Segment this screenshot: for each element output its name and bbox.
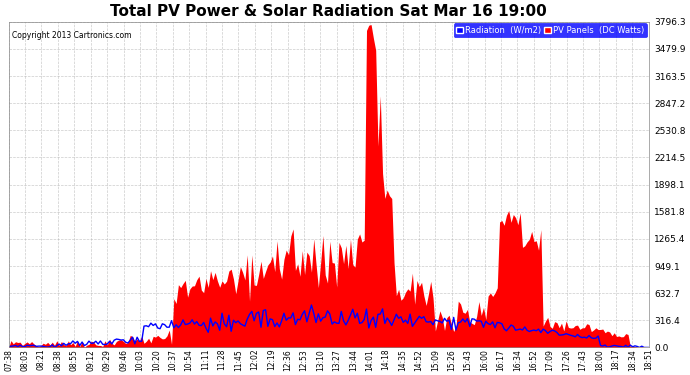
Title: Total PV Power & Solar Radiation Sat Mar 16 19:00: Total PV Power & Solar Radiation Sat Mar…	[110, 4, 547, 19]
Legend: Radiation  (W/m2), PV Panels  (DC Watts): Radiation (W/m2), PV Panels (DC Watts)	[454, 23, 647, 38]
Text: Copyright 2013 Cartronics.com: Copyright 2013 Cartronics.com	[12, 32, 131, 40]
